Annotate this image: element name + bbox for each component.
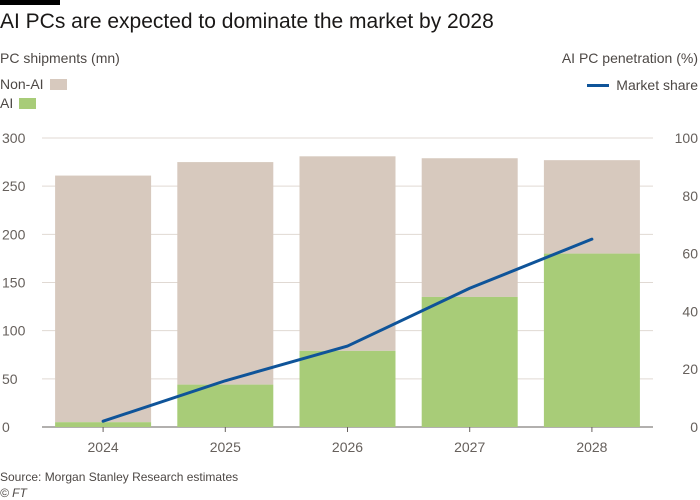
source-note: Source: Morgan Stanley Research estimate… <box>0 470 239 484</box>
legend-non-ai-swatch <box>49 78 67 90</box>
bar-non-ai <box>177 162 274 385</box>
bar-non-ai <box>55 175 152 423</box>
x-tick-label: 2025 <box>210 439 241 455</box>
y-tick-label: 50 <box>2 371 18 387</box>
x-tick-label: 2024 <box>88 439 119 455</box>
legend-market-share-swatch <box>587 83 610 87</box>
bar-non-ai <box>299 156 396 351</box>
x-tick-label: 2027 <box>454 439 485 455</box>
bar-ai <box>299 350 396 427</box>
y2-tick-label: 80 <box>682 188 698 204</box>
y2-tick-label: 100 <box>675 130 699 146</box>
y-tick-label: 0 <box>2 419 10 435</box>
legend-ai: AI <box>0 95 37 111</box>
y-axis-title-right: AI PC penetration (%) <box>561 50 698 66</box>
y2-tick-label: 60 <box>682 246 698 262</box>
legend-ai-swatch <box>19 97 37 109</box>
bar-ai <box>55 422 152 427</box>
legend-market-share: Market share <box>587 77 698 93</box>
bar-ai <box>543 253 640 427</box>
legend-ai-label: AI <box>0 95 14 111</box>
market-share-line <box>101 237 594 423</box>
y-tick-label: 100 <box>2 323 26 339</box>
y-tick-label: 200 <box>2 226 26 242</box>
legend-market-share-label: Market share <box>616 77 698 93</box>
y2-tick-label: 0 <box>690 419 698 435</box>
legend-non-ai: Non-AI <box>0 76 67 92</box>
y2-tick-label: 20 <box>682 361 698 377</box>
y-axis-title-left: PC shipments (mn) <box>0 50 120 66</box>
chart-title: AI PCs are expected to dominate the mark… <box>0 10 494 33</box>
y-tick-label: 300 <box>2 130 26 146</box>
y-tick-label: 150 <box>2 275 26 291</box>
credit-note: © FT <box>0 486 27 500</box>
brand-bar <box>0 0 60 5</box>
bar-ai <box>421 296 518 427</box>
legend-non-ai-label: Non-AI <box>0 76 44 92</box>
x-tick-label: 2026 <box>332 439 363 455</box>
x-tick-label: 2028 <box>576 439 607 455</box>
y-tick-label: 250 <box>2 178 26 194</box>
y2-tick-label: 40 <box>682 303 698 319</box>
